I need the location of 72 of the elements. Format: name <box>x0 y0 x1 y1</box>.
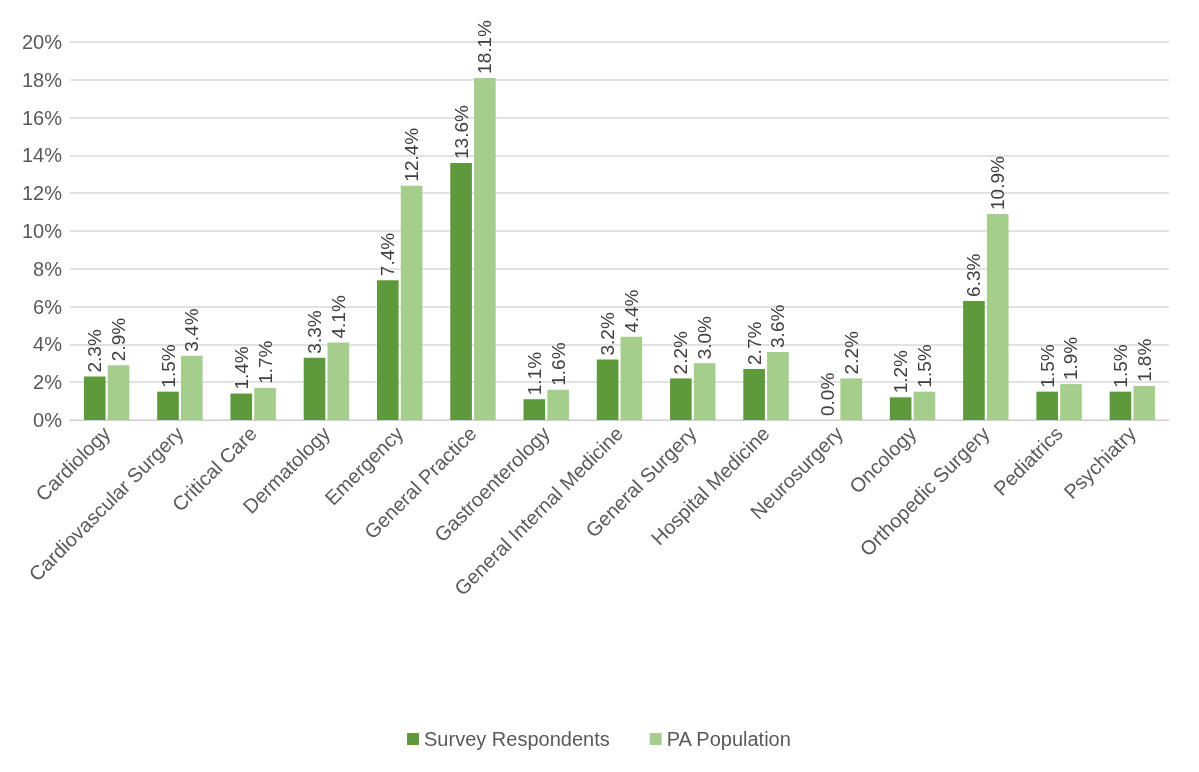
data-label: 1.9% <box>1060 336 1082 381</box>
data-label: 1.6% <box>547 342 569 386</box>
bar <box>670 378 692 420</box>
data-label: 3.0% <box>694 315 716 360</box>
data-label: 4.1% <box>327 295 349 339</box>
data-label: 1.8% <box>1133 338 1155 382</box>
bar <box>1036 391 1059 420</box>
data-label: 7.4% <box>377 232 399 277</box>
bar <box>913 391 936 420</box>
y-tick-label: 4% <box>33 333 63 356</box>
data-label: 3.4% <box>181 308 203 352</box>
bar <box>107 365 130 420</box>
bar <box>400 185 423 420</box>
bar <box>547 389 569 420</box>
data-label: 1.4% <box>230 346 252 390</box>
data-label: 6.3% <box>963 253 985 297</box>
bar <box>1133 385 1156 420</box>
y-tick-label: 12% <box>21 182 63 205</box>
data-label: 13.6% <box>450 104 472 159</box>
data-label: 3.3% <box>304 310 326 354</box>
bar <box>180 355 203 420</box>
legend-label: Survey Respondents <box>424 728 610 750</box>
data-label: 1.5% <box>157 344 179 388</box>
bar <box>327 342 350 420</box>
data-label: 3.6% <box>767 304 789 348</box>
y-tick-label: 0% <box>33 409 63 431</box>
legend-label: PA Population <box>666 728 791 750</box>
bar <box>620 336 643 420</box>
data-label: 1.5% <box>1036 344 1058 388</box>
data-label: 2.7% <box>743 321 765 365</box>
bar <box>743 368 765 420</box>
bar <box>523 399 546 420</box>
data-label: 3.2% <box>597 312 619 356</box>
data-label: 0.0% <box>816 372 838 416</box>
data-label: 1.5% <box>1109 344 1131 388</box>
data-label: 2.3% <box>84 329 106 373</box>
bar <box>1060 384 1082 420</box>
y-tick-label: 8% <box>33 257 63 280</box>
y-tick-label: 16% <box>21 106 63 129</box>
bar <box>376 280 399 420</box>
bar <box>889 397 912 420</box>
y-tick-label: 10% <box>21 220 63 242</box>
bar <box>83 376 106 420</box>
bar <box>767 351 789 420</box>
data-label: 1.2% <box>890 349 912 394</box>
y-tick-label: 2% <box>33 371 63 394</box>
data-label: 10.9% <box>987 156 1009 210</box>
bar <box>1109 391 1132 420</box>
y-tick-label: 20% <box>21 31 63 53</box>
y-tick-label: 18% <box>21 68 63 91</box>
data-label: 1.7% <box>254 340 276 384</box>
bar <box>157 391 179 420</box>
bar <box>596 359 619 420</box>
bar <box>693 363 716 420</box>
bar <box>230 393 253 420</box>
data-label: 1.5% <box>913 344 935 388</box>
data-label: 12.4% <box>401 127 423 182</box>
bar <box>450 162 472 420</box>
y-tick-label: 14% <box>21 144 63 167</box>
data-label: 2.2% <box>670 331 692 375</box>
bar <box>254 387 276 420</box>
bar <box>840 378 863 420</box>
bar <box>963 300 985 420</box>
data-label: 1.1% <box>523 351 545 396</box>
bar <box>986 213 1009 420</box>
data-label: 2.9% <box>108 317 130 362</box>
bar <box>474 77 496 420</box>
y-tick-label: 6% <box>33 295 63 318</box>
bar <box>303 357 326 420</box>
data-label: 18.1% <box>474 19 496 74</box>
data-label: 2.2% <box>840 331 862 375</box>
data-label: 4.4% <box>620 289 642 333</box>
